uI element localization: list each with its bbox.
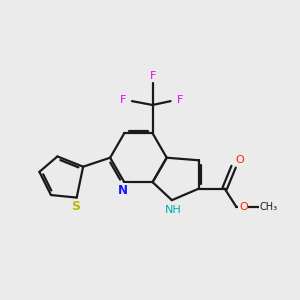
- Text: O: O: [239, 202, 248, 212]
- Text: N: N: [118, 184, 128, 197]
- Text: F: F: [120, 95, 126, 105]
- Text: NH: NH: [165, 205, 182, 215]
- Text: S: S: [71, 200, 80, 213]
- Text: CH₃: CH₃: [259, 202, 278, 212]
- Text: O: O: [236, 155, 244, 165]
- Text: F: F: [149, 71, 156, 81]
- Text: F: F: [176, 95, 183, 105]
